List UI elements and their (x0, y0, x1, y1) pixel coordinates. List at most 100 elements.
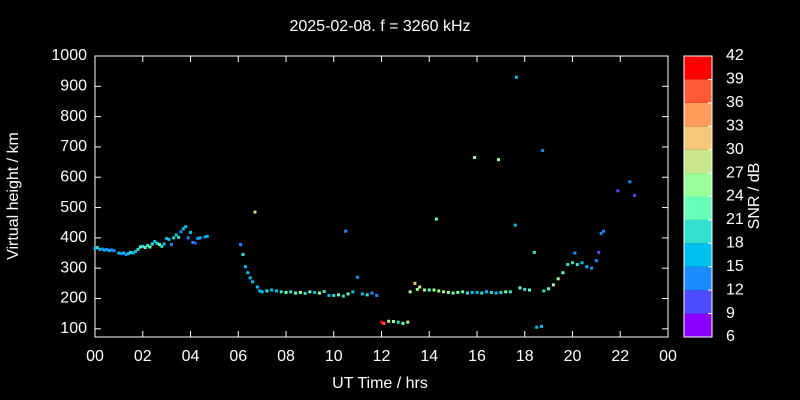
colorbar-tick-label: 36 (726, 94, 744, 111)
data-point (391, 320, 395, 324)
data-point (243, 265, 247, 269)
y-tick-label: 100 (60, 320, 87, 337)
data-point (148, 245, 152, 249)
data-point (241, 253, 245, 257)
colorbar-band (684, 102, 712, 127)
data-point (473, 156, 477, 160)
data-point (499, 290, 503, 294)
colorbar-band (684, 290, 712, 314)
x-tick-label: 12 (373, 348, 391, 365)
data-point (177, 235, 181, 239)
y-tick-label: 300 (60, 259, 87, 276)
data-point (590, 266, 594, 270)
colorbar-band (684, 196, 712, 220)
data-point (496, 158, 500, 162)
data-point (432, 288, 436, 292)
chart-title: 2025-02-08. f = 3260 kHz (289, 18, 470, 35)
x-axis-label: UT Time / hrs (332, 375, 428, 392)
data-point (198, 236, 202, 240)
colorbar-band (684, 79, 712, 103)
data-point (298, 290, 302, 294)
data-point (442, 290, 446, 294)
colorbar-tick-label: 30 (726, 141, 744, 158)
data-point (93, 246, 97, 250)
colorbar-tick-label: 42 (726, 47, 744, 64)
data-point (351, 290, 355, 294)
data-point (189, 230, 192, 234)
data-point (341, 294, 345, 298)
data-point (380, 320, 383, 324)
plot-frame (94, 55, 669, 338)
data-point (542, 289, 546, 293)
data-point (289, 290, 293, 294)
data-point (415, 287, 419, 291)
data-point (401, 321, 405, 325)
data-point (146, 243, 150, 247)
y-tick-label: 400 (60, 229, 87, 246)
data-point (633, 193, 637, 197)
data-point (561, 271, 565, 275)
colorbar-tick-label: 33 (726, 117, 744, 134)
data-point (547, 287, 551, 291)
data-point (126, 252, 130, 256)
colorbar-tick-label: 18 (726, 235, 744, 252)
data-point (255, 285, 259, 289)
data-point (585, 265, 589, 269)
data-point (470, 290, 474, 294)
colorbar-tick-label: 9 (726, 305, 735, 322)
data-point (251, 280, 255, 284)
x-tick-label: 16 (468, 348, 486, 365)
data-point (566, 263, 570, 267)
data-point (184, 225, 188, 229)
data-point (143, 246, 147, 250)
data-point (571, 261, 574, 265)
data-point (141, 244, 145, 248)
data-point (375, 293, 379, 297)
x-tick-label: 22 (611, 348, 629, 365)
data-point (485, 290, 489, 294)
data-point (418, 285, 422, 289)
x-tick-label: 00 (86, 348, 104, 365)
data-point (191, 240, 195, 244)
data-point (616, 189, 620, 193)
data-point (327, 293, 331, 297)
y-tick-label: 1000 (51, 47, 87, 64)
x-tick-label: 10 (325, 348, 343, 365)
data-point (138, 245, 142, 249)
data-point (337, 293, 341, 297)
data-point (597, 250, 601, 254)
x-tick-label: 06 (229, 348, 247, 365)
data-point (169, 243, 173, 247)
data-point (134, 250, 138, 254)
data-point (136, 247, 140, 251)
data-point (117, 251, 121, 255)
data-point (413, 281, 417, 285)
data-point (160, 244, 164, 248)
data-point (382, 321, 386, 325)
data-point (332, 293, 336, 297)
colorbar-tick-label: 27 (726, 164, 744, 181)
colorbar-band (684, 173, 712, 197)
data-point (528, 288, 532, 292)
data-point (594, 259, 598, 263)
data-point (265, 289, 269, 293)
data-point (105, 247, 109, 251)
x-tick-label: 08 (277, 348, 295, 365)
y-tick-label: 500 (60, 199, 87, 216)
data-point (167, 237, 171, 241)
data-point (322, 290, 326, 294)
data-point (274, 289, 278, 293)
colorbar-tick-label: 6 (726, 328, 735, 345)
data-point (119, 252, 123, 256)
data-point (153, 240, 157, 244)
data-point (365, 293, 369, 297)
data-point (246, 271, 250, 275)
data-point (437, 289, 441, 293)
colorbar-tick-label: 12 (726, 281, 744, 298)
data-point (494, 291, 498, 295)
data-point (344, 229, 348, 233)
colorbar-band (684, 313, 712, 337)
data-point (253, 210, 257, 214)
data-point (465, 291, 469, 295)
